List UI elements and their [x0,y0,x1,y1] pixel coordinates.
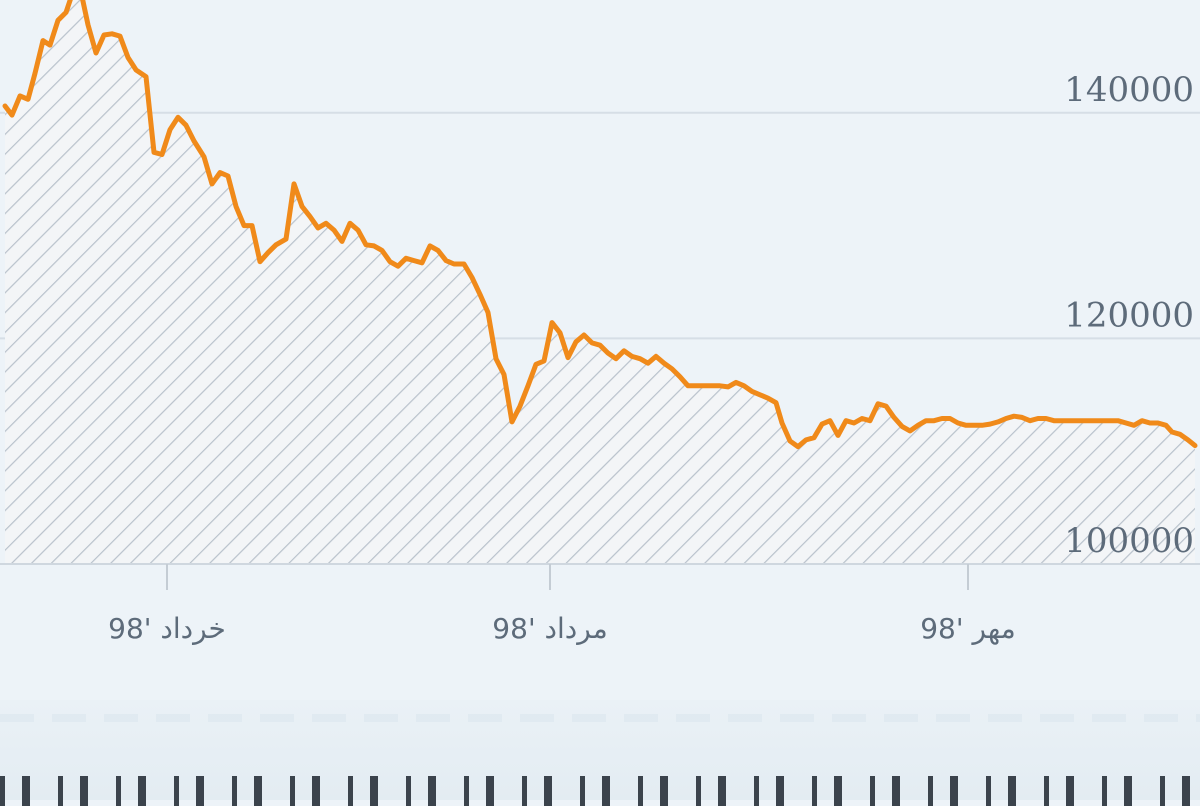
y-tick-label: 100000 [1064,521,1194,561]
cropped-caption-text [0,776,1200,806]
x-tick-label: مهر '98 [920,612,1016,645]
x-tick-label: خرداد '98 [108,612,226,645]
area-fill [5,0,1195,564]
series-line-layer [2,0,1198,450]
x-tick-label: مرداد '98 [492,612,607,645]
y-axis-labels: 100000 120000 140000 [1064,70,1194,561]
caption-strip [0,700,1200,806]
y-tick-label: 140000 [1064,70,1194,110]
price-chart: خرداد '98 مرداد '98 مهر '98 100000 120000 14… [0,0,1200,645]
area-fill-shape [5,0,1195,564]
decorative-divider [0,714,1200,722]
x-axis: خرداد '98 مرداد '98 مهر '98 [0,563,1200,645]
area-chart-svg: خرداد '98 مرداد '98 مهر '98 100000 120000 14… [0,0,1200,645]
series-line [2,0,1198,450]
y-tick-label: 120000 [1064,295,1194,335]
